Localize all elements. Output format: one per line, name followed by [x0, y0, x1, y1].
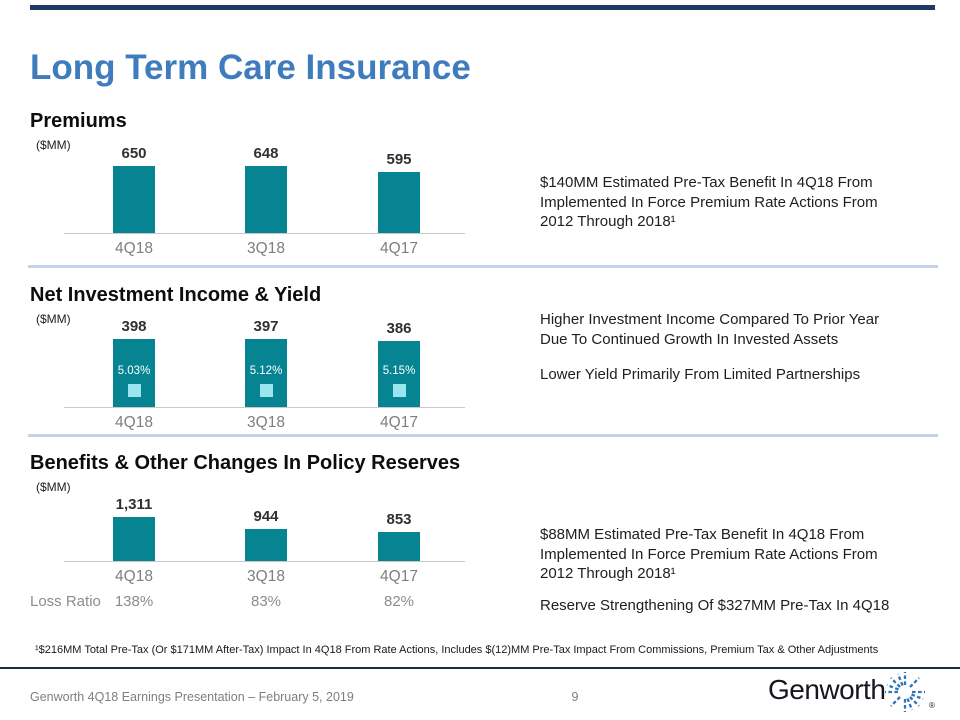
benefits-bar-chart: 1,311 4Q18 944 3Q18 853 4Q17 Loss Ratio 138% 83%…: [30, 490, 490, 618]
bar-value-label: 397: [253, 318, 279, 335]
net-investment-note-2: Lower Yield Primarily From Limited Partn…: [540, 366, 861, 383]
bar-value-label: 853: [386, 511, 412, 528]
registered-trademark-symbol: ®: [929, 701, 935, 710]
bar: [245, 529, 287, 561]
bar: 5.03%: [113, 339, 155, 407]
benefits-note-2: Reserve Strengthening Of $327MM Pre-Tax …: [540, 597, 890, 614]
bar-value-label: 386: [386, 320, 412, 337]
bar-value-label: 398: [121, 318, 147, 335]
footer-presentation-label: Genworth 4Q18 Earnings Presentation – Fe…: [30, 690, 354, 704]
x-axis-label: 3Q18: [247, 568, 285, 585]
genworth-logo-text: Genworth: [768, 674, 886, 705]
loss-ratio-value: 83%: [250, 593, 282, 610]
premiums-bar-chart: 650 4Q18 648 3Q18 595 4Q17: [60, 145, 490, 273]
section-divider: [28, 434, 938, 437]
bar: [113, 517, 155, 561]
x-axis-label: 4Q17: [380, 414, 418, 431]
yield-label: 5.03%: [117, 365, 151, 377]
chart-baseline: [64, 233, 465, 234]
bar: [113, 166, 155, 233]
bar-value-label: 944: [253, 508, 279, 525]
genworth-logo: Genworth: [768, 674, 886, 706]
chart-baseline: [64, 561, 465, 562]
x-axis-label: 4Q17: [380, 568, 418, 585]
bar: 5.12%: [245, 339, 287, 407]
bar-value-label: 650: [121, 145, 147, 162]
section-heading-premiums: Premiums: [30, 110, 127, 132]
yield-marker-icon: [392, 384, 406, 397]
section-divider: [28, 265, 938, 268]
bar: [378, 172, 420, 233]
x-axis-label: 3Q18: [247, 414, 285, 431]
bar-value-label: 648: [253, 145, 279, 162]
loss-ratio-value: 82%: [383, 593, 415, 610]
genworth-starburst-icon: [885, 672, 925, 712]
loss-ratio-value: 138%: [114, 593, 154, 610]
loss-ratio-label: Loss Ratio: [30, 593, 101, 610]
bar: 5.15%: [378, 341, 420, 407]
x-axis-label: 4Q18: [115, 568, 153, 585]
top-navy-rule: [30, 5, 935, 10]
premiums-note: $140MM Estimated Pre-Tax Benefit In 4Q18…: [540, 174, 878, 230]
net-investment-bar-chart: 398 5.03% 4Q18 397 5.12% 3Q18 386 5.15% 4Q17: [60, 318, 490, 446]
yield-marker-icon: [259, 384, 273, 397]
yield-label: 5.12%: [249, 365, 283, 377]
section-heading-benefits: Benefits & Other Changes In Policy Reser…: [30, 452, 461, 474]
footnote: ¹$216MM Total Pre-Tax (Or $171MM After-T…: [35, 644, 879, 656]
bar: [245, 166, 287, 233]
bar-value-label: 595: [386, 151, 412, 168]
bar-value-label: 1,311: [115, 496, 153, 513]
x-axis-label: 4Q18: [115, 414, 153, 431]
page-number: 9: [571, 690, 579, 704]
section-heading-net-investment: Net Investment Income & Yield: [30, 284, 322, 306]
x-axis-label: 4Q18: [115, 240, 153, 257]
x-axis-label: 3Q18: [247, 240, 285, 257]
unit-label: ($MM): [36, 138, 71, 152]
benefits-note-1: $88MM Estimated Pre-Tax Benefit In 4Q18 …: [540, 526, 878, 582]
yield-marker-icon: [127, 384, 141, 397]
bar: [378, 532, 420, 561]
footer-navy-rule: [0, 667, 960, 669]
unit-label: ($MM): [36, 480, 71, 494]
unit-label: ($MM): [36, 312, 71, 326]
slide-title: Long Term Care Insurance: [30, 48, 471, 87]
x-axis-label: 4Q17: [380, 240, 418, 257]
chart-baseline: [64, 407, 465, 408]
yield-label: 5.15%: [382, 365, 416, 377]
net-investment-note-1: Higher Investment Income Compared To Pri…: [540, 311, 880, 348]
